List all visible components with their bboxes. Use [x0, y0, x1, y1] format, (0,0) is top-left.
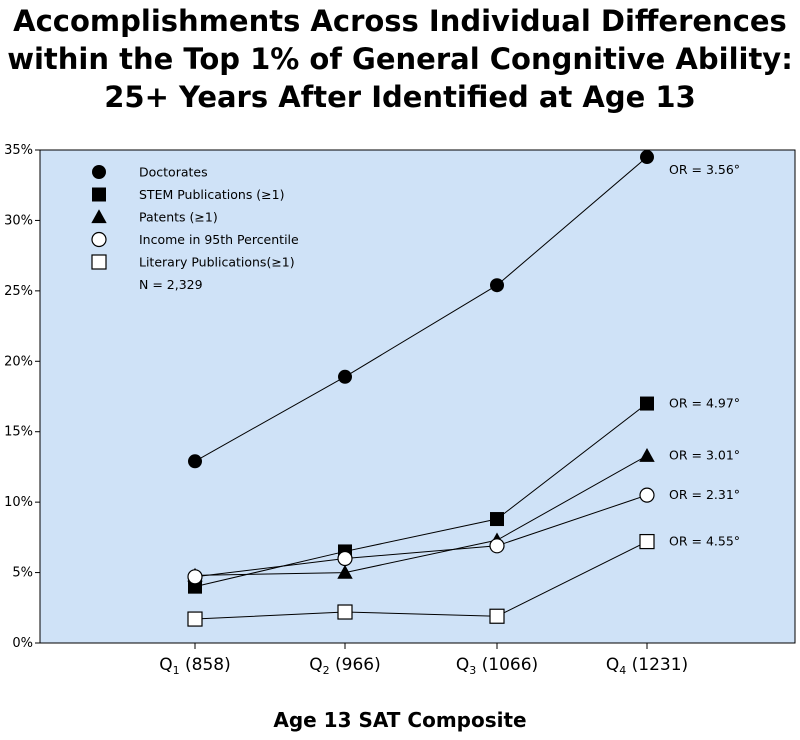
legend-label: Income in 95th Percentile: [139, 232, 299, 247]
y-tick-label: 30%: [4, 213, 33, 228]
data-point-series-1: [188, 454, 202, 469]
data-point-series-2: [490, 512, 504, 527]
x-axis-label: Age 13 SAT Composite: [273, 708, 527, 732]
x-tick-label: Q4 (1231): [606, 655, 688, 677]
chart-title-line-3: 25+ Years After Identified at Age 13: [104, 80, 696, 114]
data-point-series-1: [490, 278, 504, 293]
data-point-series-5: [337, 604, 353, 620]
legend-marker: [92, 187, 106, 202]
series-annotation: OR = 2.31°: [669, 487, 740, 502]
series-line-4: [194, 494, 648, 578]
legend-label: Patents (≥1): [139, 210, 218, 225]
x-tick-label: Q2 (966): [309, 655, 381, 677]
series-annotation: OR = 3.01°: [669, 448, 740, 463]
data-point-series-4: [639, 487, 655, 503]
data-point-series-2: [640, 396, 654, 411]
data-point-series-4: [187, 569, 203, 585]
data-point-series-4: [337, 550, 353, 567]
series-line-3: [194, 455, 648, 576]
y-tick-label: 10%: [4, 495, 33, 510]
data-point-series-5: [639, 533, 655, 550]
data-point-series-5: [187, 611, 203, 627]
x-tick-label: Q1 (858): [159, 655, 231, 677]
data-point-series-3: [639, 447, 655, 462]
data-point-series-1: [338, 369, 352, 384]
legend-marker: [91, 254, 107, 270]
series-annotation: OR = 4.55°: [669, 534, 740, 549]
data-point-series-4: [489, 538, 505, 554]
y-tick-label: 25%: [4, 284, 33, 299]
legend-marker: [91, 209, 107, 224]
legend-note: N = 2,329: [139, 277, 203, 292]
legend-label: Literary Publications(≥1): [139, 255, 295, 270]
y-tick-label: 15%: [4, 425, 33, 440]
series-annotation: OR = 4.97°: [669, 396, 740, 411]
chart-title-line-1: Accomplishments Across Individual Differ…: [13, 4, 787, 38]
series-line-5: [194, 541, 648, 620]
plot-area: [39, 149, 796, 644]
legend-marker: [91, 231, 107, 248]
legend-marker: [92, 165, 106, 179]
legend-label: STEM Publications (≥1): [139, 187, 285, 202]
chart-title: Accomplishments Across Individual Differ…: [0, 2, 800, 116]
legend-label: Doctorates: [139, 165, 208, 180]
series-annotation: OR = 3.56°: [669, 162, 740, 177]
series-line-1: [194, 156, 648, 462]
y-tick-label: 0%: [12, 636, 33, 651]
chart-title-line-2: within the Top 1% of General Congnitive …: [7, 42, 793, 76]
series-line-2: [194, 403, 648, 588]
y-tick-label: 35%: [4, 143, 33, 158]
data-point-series-3: [337, 564, 353, 579]
data-point-series-5: [489, 608, 505, 624]
x-tick-label: Q3 (1066): [456, 655, 538, 677]
y-tick-label: 5%: [12, 566, 33, 581]
data-point-series-1: [640, 150, 654, 165]
y-tick-label: 20%: [4, 354, 33, 369]
